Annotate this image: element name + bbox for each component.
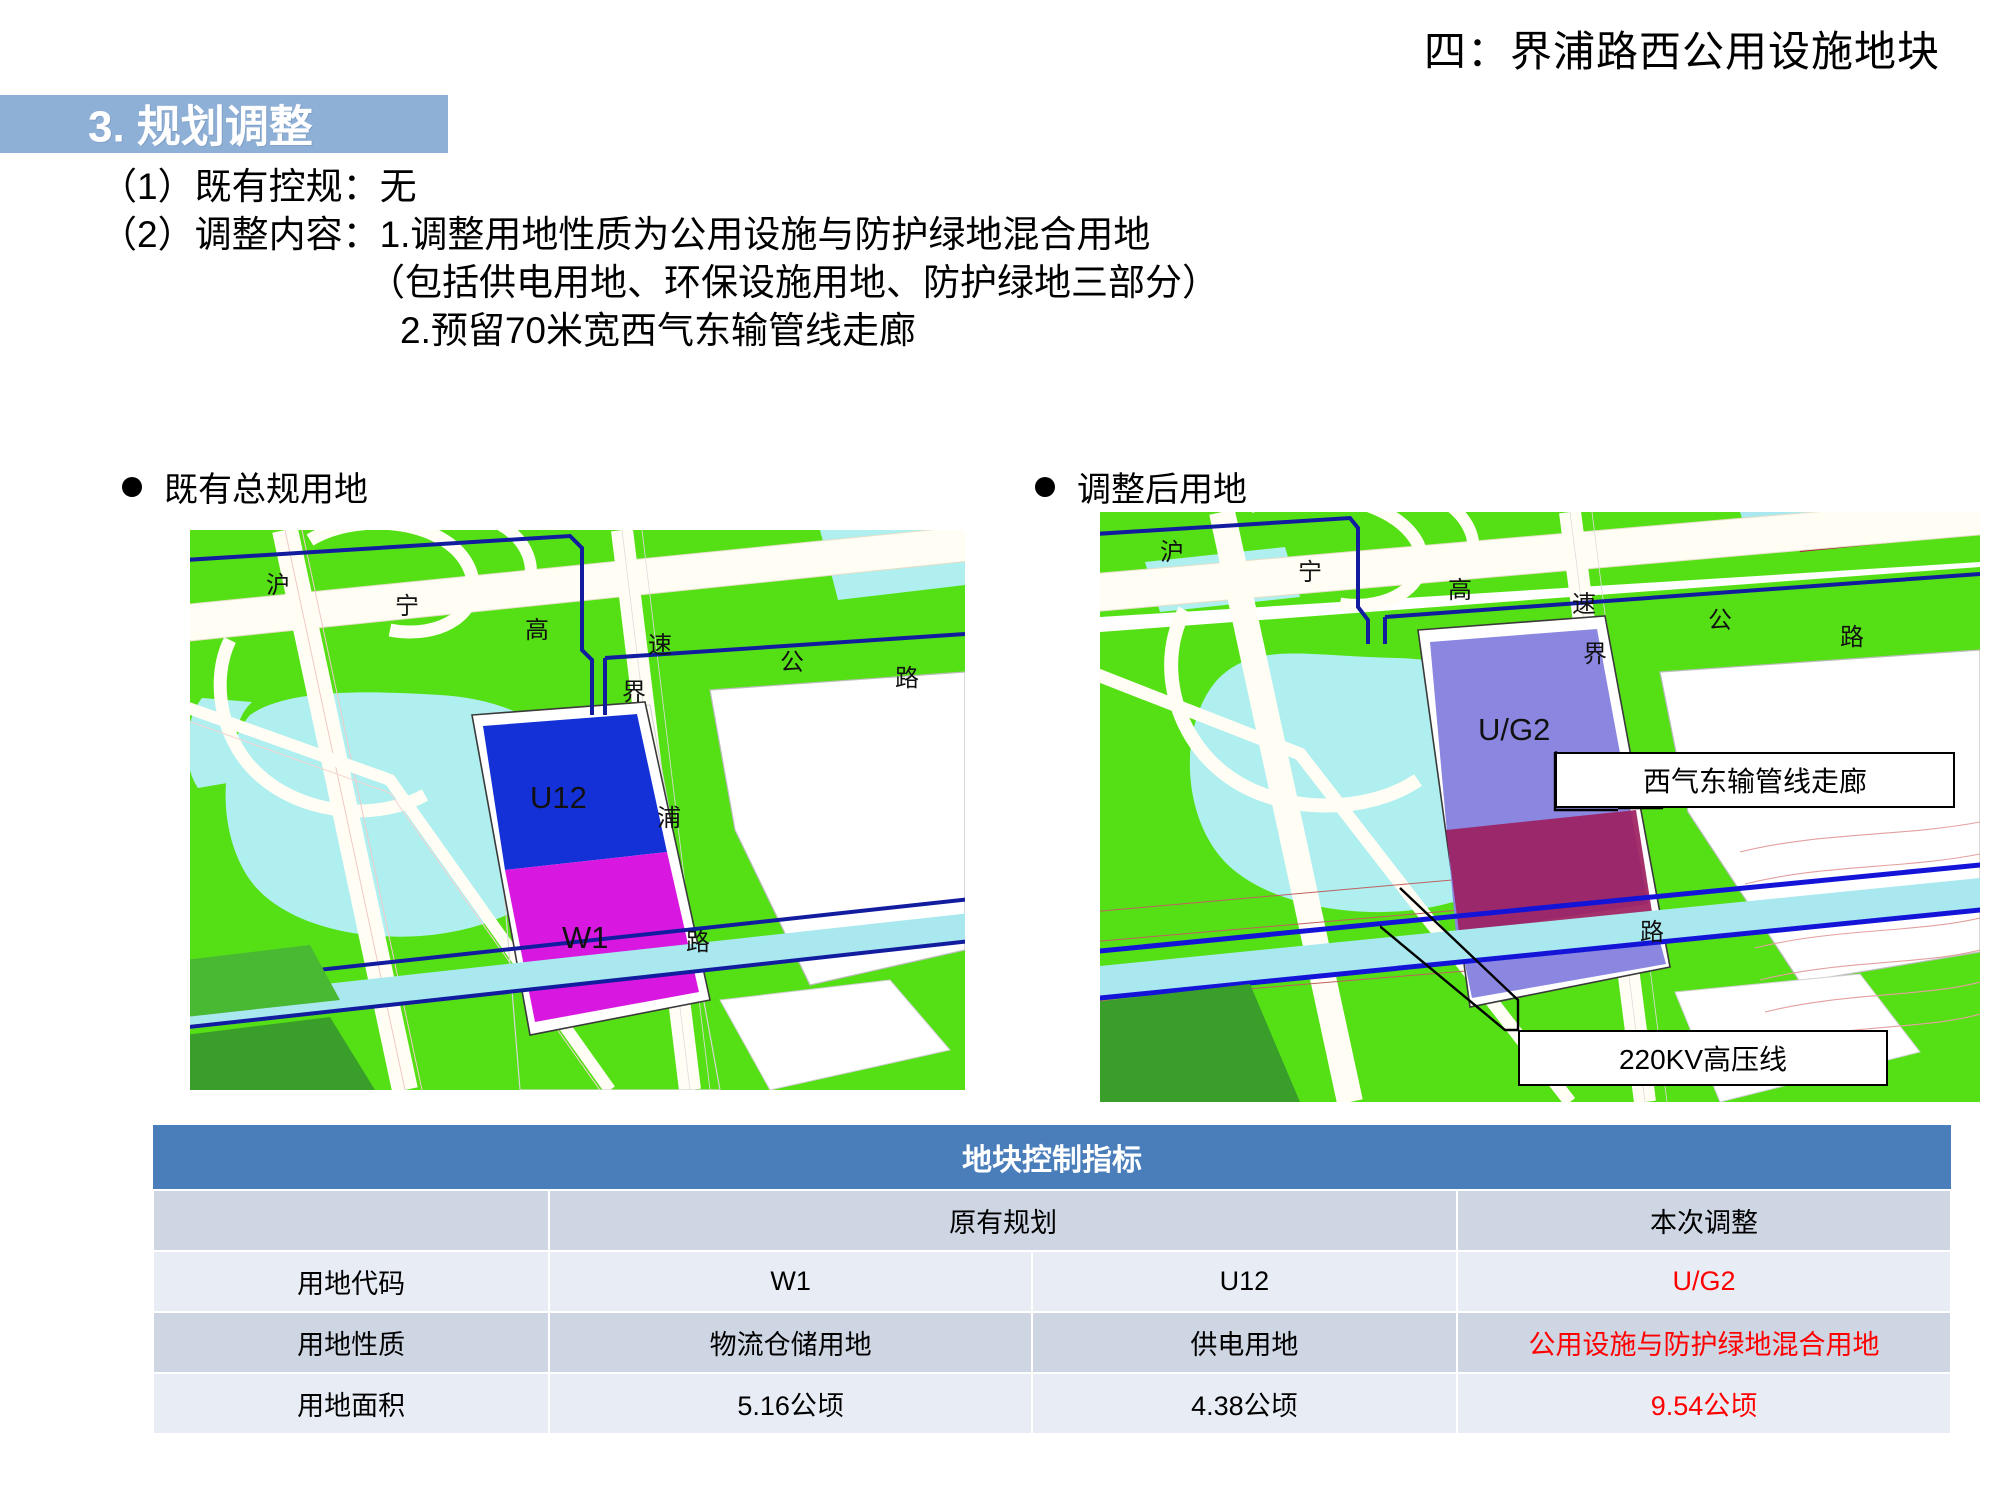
row-orig-a-area: 5.16公顷 [548,1372,1033,1435]
bullet-dot-icon [122,476,142,497]
row-orig-b-area: 4.38公顷 [1030,1372,1458,1435]
row-adj-landcode: U/G2 [1455,1250,1953,1313]
row-adj-landuse: 公用设施与防护绿地混合用地 [1455,1311,1953,1374]
page-title: 四：界浦路西公用设施地块 [1423,28,1940,75]
map-adjusted-plan[interactable]: 沪 宁 高 速 公 路 界 浦 路 U/G2 [1100,512,1980,1102]
map-adjusted-plan-svg [1100,512,1980,1102]
table-header-blank [151,1189,551,1252]
table-header-adjusted: 本次调整 [1455,1189,1953,1252]
row-label-landuse: 用地性质 [151,1311,551,1374]
bullet-adjusted-plan-label: 调整后用地 [1077,471,1247,509]
body-line-3: （包括供电用地、环保设施用地、防护绿地三部分） [368,262,1219,303]
table-banner: 地块控制指标 [153,1125,1951,1190]
row-orig-a-landuse: 物流仓储用地 [548,1311,1033,1374]
bullet-adjusted-plan: 调整后用地 [1035,462,1247,511]
callout-power-line: 220KV高压线 [1518,1030,1888,1086]
table-row: 用地面积 5.16公顷 4.38公顷 9.54公顷 [151,1372,1953,1435]
row-label-landcode: 用地代码 [151,1250,551,1313]
bullet-dot-icon [1035,476,1055,497]
map-existing-plan-svg [190,530,965,1090]
body-line-1: （1）既有控规：无 [100,166,417,207]
row-orig-a-landcode: W1 [548,1250,1033,1313]
row-orig-b-landuse: 供电用地 [1030,1311,1458,1374]
bullet-existing-plan: 既有总规用地 [122,462,368,511]
body-line-2: （2）调整内容：1.调整用地性质为公用设施与防护绿地混合用地 [100,214,1151,255]
table-header-row: 原有规划 本次调整 [151,1189,1953,1252]
table-banner-row: 地块控制指标 [153,1125,1951,1190]
row-label-area: 用地面积 [151,1372,551,1435]
section-title-bar: 3. 规划调整 [0,95,448,153]
body-line-4: 2.预留70米宽西气东输管线走廊 [400,310,917,351]
control-index-table: 地块控制指标 原有规划 本次调整 用地代码 W1 U12 U/G2 用地性质 物… [151,1125,1953,1435]
callout-gas-corridor: 西气东输管线走廊 [1555,752,1955,808]
row-orig-b-landcode: U12 [1030,1250,1458,1313]
row-adj-area: 9.54公顷 [1455,1372,1953,1435]
body-paragraph: （1）既有控规：无 （2）调整内容：1.调整用地性质为公用设施与防护绿地混合用地… [100,163,1219,355]
callout-power-line-label: 220KV高压线 [1618,1044,1788,1075]
callout-gas-corridor-label: 西气东输管线走廊 [1642,766,1867,797]
bullet-existing-plan-label: 既有总规用地 [164,471,368,509]
table-header-original: 原有规划 [548,1189,1458,1252]
table-row: 用地性质 物流仓储用地 供电用地 公用设施与防护绿地混合用地 [151,1311,1953,1374]
section-title-text: 3. 规划调整 [88,102,313,152]
map-existing-plan[interactable]: 沪 宁 高 速 公 路 界 浦 路 U12 W1 [190,530,965,1090]
table-row: 用地代码 W1 U12 U/G2 [151,1250,1953,1313]
